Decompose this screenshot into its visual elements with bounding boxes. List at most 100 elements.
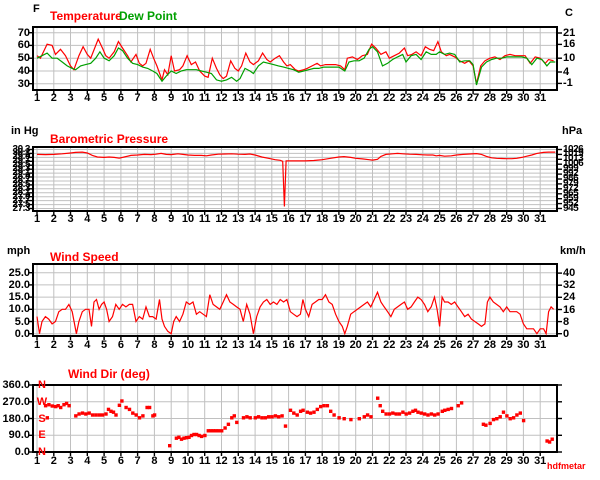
x-tick-label: 4 — [84, 339, 91, 351]
x-tick-label: 20 — [349, 213, 362, 225]
x-tick-label: 31 — [534, 92, 547, 104]
x-tick-label: 9 — [168, 213, 175, 225]
x-tick-label: 29 — [500, 339, 513, 351]
x-tick-label: 12 — [215, 92, 228, 104]
x-tick-label: 18 — [316, 213, 329, 225]
x-tick-label: 30 — [517, 455, 530, 467]
x-tick-label: 29 — [500, 213, 513, 225]
wind-dir-title: Wind Dir (deg) — [68, 367, 150, 381]
compass-direction-label: N — [38, 379, 46, 391]
y-tick-label: 28.5 — [12, 178, 31, 190]
x-tick-label: 3 — [67, 339, 74, 351]
y-tick-label: 29.1 — [12, 167, 31, 179]
x-tick-label: 14 — [248, 92, 262, 104]
y-tick-label: 25.0 — [8, 266, 30, 279]
compass-direction-label: N — [38, 446, 46, 458]
x-tick-label: 4 — [84, 92, 91, 104]
pressure-left-unit-label: in Hg — [11, 125, 39, 137]
x-tick-label: 28 — [483, 92, 497, 104]
x-tick-label: 14 — [248, 339, 262, 351]
x-tick-label: 17 — [299, 213, 312, 225]
right-y-tick-label: 986 — [563, 173, 579, 184]
x-tick-label: 17 — [299, 339, 312, 351]
x-tick-label: 26 — [450, 213, 463, 225]
x-tick-label: 20 — [349, 455, 362, 467]
x-tick-label: 24 — [416, 339, 429, 351]
x-tick-label: 8 — [151, 455, 158, 467]
x-tick-label: 1 — [33, 455, 41, 467]
right-y-tick-label: 16 — [563, 38, 576, 51]
x-tick-label: 24 — [416, 92, 429, 104]
x-tick-label: 21 — [366, 455, 379, 467]
y-tick-label: 27.3 — [12, 202, 31, 214]
x-tick-label: 16 — [282, 455, 295, 467]
y-tick-label: 29.9 — [12, 151, 31, 163]
y-tick-label: 360.0 — [2, 379, 30, 391]
y-tick-label: 5.0 — [14, 315, 30, 328]
x-tick-label: 12 — [215, 213, 228, 225]
x-tick-label: 14 — [248, 455, 262, 467]
x-tick-label: 31 — [534, 455, 547, 467]
x-tick-label: 7 — [134, 92, 141, 104]
wind-speed-left-unit-label: mph — [7, 245, 31, 257]
x-tick-label: 8 — [151, 92, 158, 104]
y-tick-label: 29.5 — [12, 159, 31, 171]
x-tick-label: 10 — [181, 339, 195, 351]
x-tick-label: 12 — [215, 455, 228, 467]
x-tick-label: 10 — [181, 455, 195, 467]
y-tick-label: 40 — [17, 65, 30, 77]
right-y-tick-label: 1026 — [563, 143, 584, 155]
right-y-tick-label: 1013 — [563, 153, 584, 165]
x-tick-label: 5 — [101, 92, 108, 104]
right-y-tick-label: 945 — [563, 202, 579, 214]
y-tick-label: 29.3 — [12, 163, 31, 175]
right-y-tick-label: 992 — [563, 168, 579, 180]
x-tick-label: 4 — [84, 213, 91, 225]
x-tick-label: 6 — [117, 213, 124, 225]
y-tick-label: 70 — [17, 26, 30, 39]
temperature-left-unit-label: F — [33, 3, 40, 15]
x-tick-label: 14 — [248, 213, 262, 225]
x-tick-label: 5 — [101, 339, 108, 351]
x-tick-label: 31 — [534, 213, 547, 225]
right-y-tick-label: 40 — [563, 267, 576, 280]
x-tick-label: 5 — [101, 213, 108, 225]
y-tick-label: 20.0 — [8, 278, 30, 291]
x-tick-label: 18 — [316, 92, 329, 104]
x-tick-label: 28 — [483, 339, 497, 351]
x-tick-label: 26 — [450, 92, 463, 104]
x-tick-label: 28 — [483, 455, 497, 467]
x-tick-label: 23 — [399, 213, 413, 225]
x-tick-label: 30 — [517, 213, 530, 225]
y-tick-label: 50 — [17, 52, 30, 65]
x-tick-label: 23 — [399, 455, 413, 467]
y-tick-label: 27.5 — [12, 198, 31, 210]
x-tick-label: 2 — [50, 455, 57, 467]
y-tick-label: 90.0 — [8, 429, 30, 442]
x-tick-label: 15 — [265, 339, 278, 351]
compass-direction-label: W — [36, 395, 48, 408]
right-y-tick-label: 1006 — [563, 158, 584, 170]
x-tick-label: 22 — [383, 92, 396, 104]
compass-direction-label: S — [38, 412, 46, 425]
x-tick-label: 2 — [50, 213, 57, 225]
x-tick-label: 28 — [483, 213, 497, 225]
x-tick-label: 15 — [265, 455, 278, 467]
y-tick-label: 30.1 — [12, 147, 31, 159]
right-y-tick-label: 24 — [563, 291, 576, 304]
y-tick-label: 29.7 — [12, 155, 31, 167]
right-y-tick-label: -1 — [563, 77, 573, 90]
x-tick-label: 3 — [67, 92, 74, 104]
x-tick-label: 22 — [383, 339, 396, 351]
x-tick-label: 29 — [500, 92, 513, 104]
right-y-tick-label: 21 — [563, 27, 576, 39]
x-tick-label: 30 — [517, 92, 530, 104]
x-tick-label: 24 — [416, 455, 429, 467]
x-tick-label: 7 — [134, 213, 141, 225]
y-tick-label: 28.3 — [12, 182, 31, 194]
x-tick-label: 7 — [134, 339, 141, 351]
x-tick-label: 3 — [67, 213, 74, 225]
x-tick-label: 16 — [282, 339, 295, 351]
x-tick-label: 19 — [332, 213, 346, 225]
